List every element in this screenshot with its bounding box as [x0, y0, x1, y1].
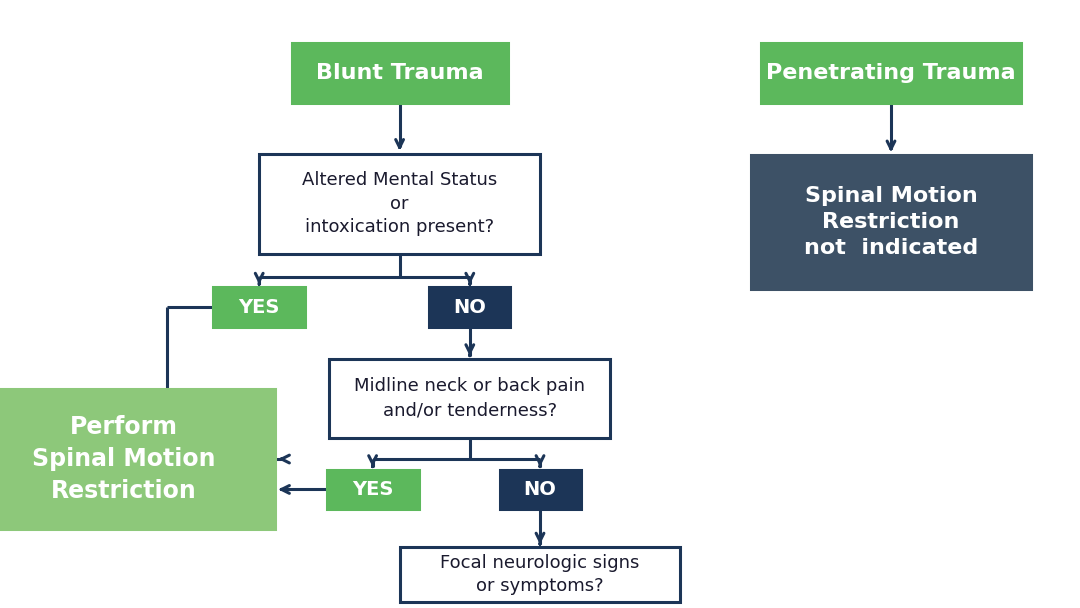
Text: Blunt Trauma: Blunt Trauma [315, 63, 484, 83]
Text: Spinal Motion
Restriction
not  indicated: Spinal Motion Restriction not indicated [804, 185, 978, 258]
FancyBboxPatch shape [430, 288, 511, 327]
Text: YES: YES [352, 480, 393, 499]
FancyBboxPatch shape [292, 43, 508, 103]
Text: Altered Mental Status
or
intoxication present?: Altered Mental Status or intoxication pr… [302, 171, 497, 237]
FancyBboxPatch shape [751, 155, 1031, 289]
Text: YES: YES [239, 297, 280, 317]
FancyBboxPatch shape [259, 154, 540, 254]
FancyBboxPatch shape [400, 547, 680, 602]
Text: NO: NO [454, 297, 486, 317]
FancyBboxPatch shape [213, 288, 305, 327]
Text: Midline neck or back pain
and/or tenderness?: Midline neck or back pain and/or tendern… [354, 378, 585, 419]
FancyBboxPatch shape [761, 43, 1021, 103]
Text: Penetrating Trauma: Penetrating Trauma [766, 63, 1016, 83]
Text: Perform
Spinal Motion
Restriction: Perform Spinal Motion Restriction [32, 415, 216, 503]
FancyBboxPatch shape [326, 469, 419, 510]
FancyBboxPatch shape [329, 359, 610, 438]
Text: Focal neurologic signs
or symptoms?: Focal neurologic signs or symptoms? [441, 554, 639, 595]
Text: NO: NO [524, 480, 556, 499]
FancyBboxPatch shape [0, 389, 275, 529]
FancyBboxPatch shape [499, 469, 581, 510]
